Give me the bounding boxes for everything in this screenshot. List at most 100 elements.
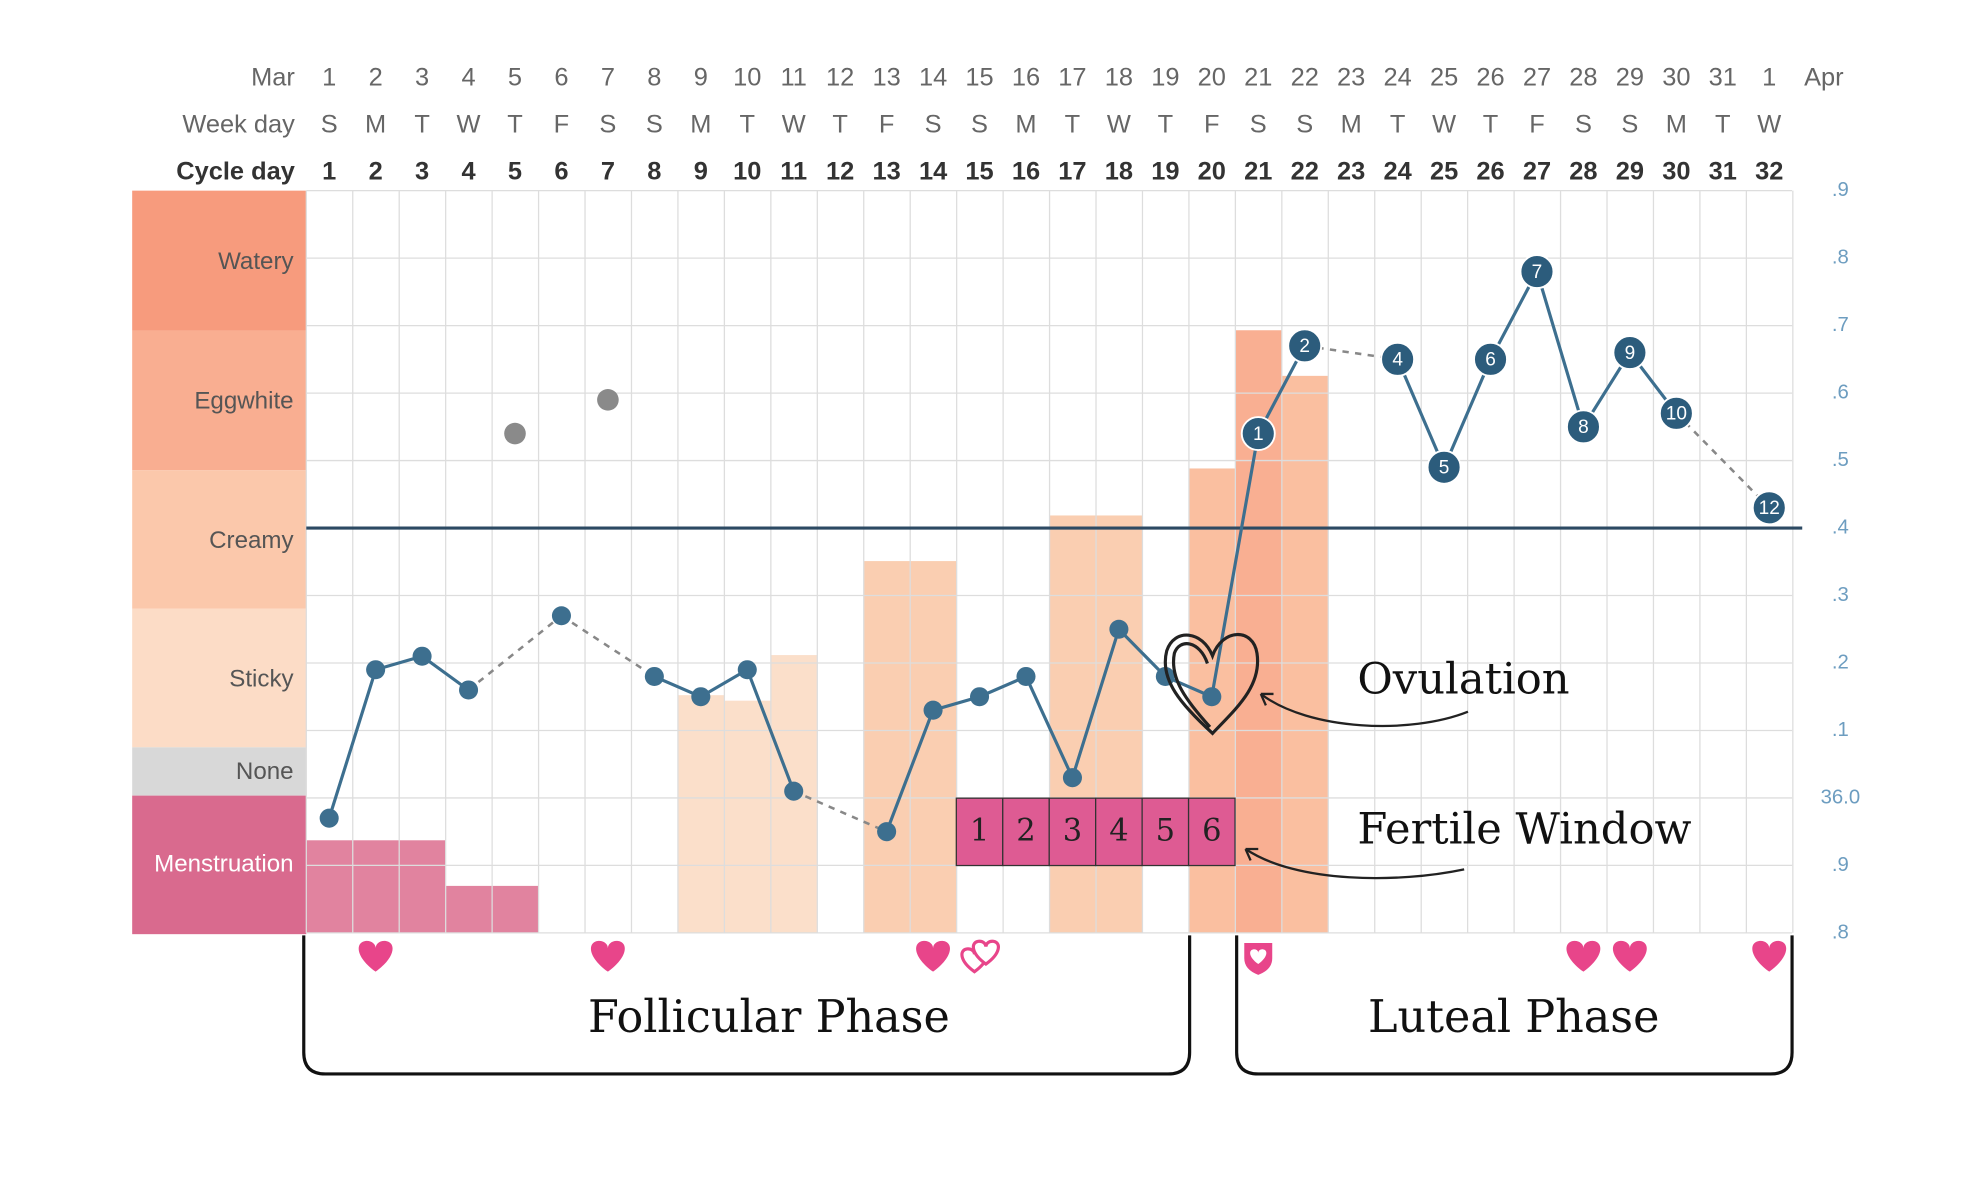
fluid-bar xyxy=(1095,515,1143,933)
weekday: M xyxy=(365,111,386,139)
cycle-day: 2 xyxy=(369,158,383,186)
date-label: 13 xyxy=(872,64,900,92)
fluid-band xyxy=(132,795,307,935)
temperature-point xyxy=(1287,328,1323,364)
cycle-day: 17 xyxy=(1058,158,1086,186)
weekday: S xyxy=(1250,111,1267,139)
cycle-day: 30 xyxy=(1662,158,1690,186)
date-label: 30 xyxy=(1662,64,1690,92)
cycle-day: 10 xyxy=(733,158,761,186)
temperature-point xyxy=(1658,395,1694,431)
heart-icon xyxy=(1612,940,1647,972)
y-tick-label: .6 xyxy=(1832,381,1849,403)
fluid-bar xyxy=(724,700,771,933)
temperature-point xyxy=(1473,341,1509,377)
fluid-label: None xyxy=(236,758,294,785)
date-label: 1 xyxy=(1762,64,1776,92)
luteal-bracket xyxy=(1235,935,1794,1076)
fluid-bar xyxy=(445,885,492,933)
date-label: 26 xyxy=(1476,64,1504,92)
weekday: S xyxy=(925,111,942,139)
heart-icon xyxy=(1566,940,1601,972)
point-label: 6 xyxy=(1485,350,1496,371)
gap-connector xyxy=(1675,412,1771,509)
fertile-day: 5 xyxy=(1156,813,1175,848)
weekday: M xyxy=(1666,111,1687,139)
temperature-point xyxy=(1240,416,1276,452)
date-label: 23 xyxy=(1337,64,1365,92)
weekday: W xyxy=(1757,111,1781,139)
month-end: Apr xyxy=(1804,64,1844,92)
cycle-day: 4 xyxy=(461,158,475,186)
y-tick-label: 36.0 xyxy=(1821,786,1861,808)
fluid-bar xyxy=(398,840,446,933)
fertile-window-label: Fertile Window xyxy=(1357,804,1691,854)
temperature-point xyxy=(319,808,339,828)
temperature-point xyxy=(1426,449,1462,485)
fluid-bar xyxy=(352,840,399,933)
fluid-label: Creamy xyxy=(209,527,294,554)
fluid-bar xyxy=(491,885,539,933)
fluid-band xyxy=(132,608,307,748)
date-label: 6 xyxy=(554,64,568,92)
temperature-point xyxy=(691,687,711,707)
date-label: 31 xyxy=(1709,64,1737,92)
temperature-point xyxy=(1565,409,1601,445)
fluid-bands xyxy=(132,190,307,935)
intercourse-row xyxy=(358,939,1787,975)
fluid-band xyxy=(132,330,307,471)
weekday: T xyxy=(1390,111,1406,139)
fluid-label: Watery xyxy=(218,248,294,275)
weekday: S xyxy=(646,111,663,139)
weekday: S xyxy=(599,111,616,139)
y-tick-label: .1 xyxy=(1832,719,1849,741)
cycle-day: 20 xyxy=(1198,158,1226,186)
fluid-band xyxy=(132,190,307,331)
point-label: 5 xyxy=(1439,458,1450,479)
point-label: 10 xyxy=(1666,404,1687,425)
cycle-day: 28 xyxy=(1569,158,1597,186)
temperature-point xyxy=(412,646,432,666)
temperature-point xyxy=(459,680,479,700)
temperature-point xyxy=(366,660,386,680)
weekday: T xyxy=(507,111,523,139)
fertile-day: 6 xyxy=(1202,813,1221,848)
temperature-point xyxy=(644,666,664,687)
cycle-day: 29 xyxy=(1616,158,1644,186)
temperature-point xyxy=(784,781,804,801)
cycle-day: 1 xyxy=(322,158,336,186)
point-label: 7 xyxy=(1532,262,1543,283)
cycle-day: 21 xyxy=(1244,158,1272,186)
fertile-arrow-head xyxy=(1244,847,1259,861)
weekday: M xyxy=(1341,111,1362,139)
fertile-arrow xyxy=(1244,848,1465,880)
weekday-label: Week day xyxy=(182,111,295,139)
heart-icon xyxy=(1752,940,1787,972)
cycle-day: 25 xyxy=(1430,158,1458,186)
weekday: F xyxy=(1204,111,1220,139)
weekday: T xyxy=(1065,111,1081,139)
weekday: T xyxy=(832,111,848,139)
date-label: 17 xyxy=(1058,64,1086,92)
fertile-box xyxy=(1002,797,1050,867)
temperature-point xyxy=(1380,341,1416,377)
fluid-label: Eggwhite xyxy=(194,387,293,414)
date-label: 28 xyxy=(1569,64,1597,92)
temperature-point xyxy=(1109,619,1129,639)
heart-outline xyxy=(971,939,1000,966)
weekday: S xyxy=(1621,111,1638,139)
fertile-day: 4 xyxy=(1109,813,1128,848)
cycle-day: 16 xyxy=(1012,158,1040,186)
ovulation-heart xyxy=(1163,632,1260,736)
fertile-box xyxy=(1141,797,1190,867)
date-label: 2 xyxy=(369,64,383,92)
temperature-point xyxy=(923,700,943,720)
date-label: 5 xyxy=(508,64,522,92)
date-label: 25 xyxy=(1430,64,1458,92)
cycle-day: 7 xyxy=(601,158,615,186)
date-label: 12 xyxy=(826,64,854,92)
gap-connector xyxy=(560,614,656,678)
temperature-point xyxy=(877,822,897,842)
weekday: S xyxy=(1575,111,1592,139)
fluid-bar xyxy=(305,840,353,933)
